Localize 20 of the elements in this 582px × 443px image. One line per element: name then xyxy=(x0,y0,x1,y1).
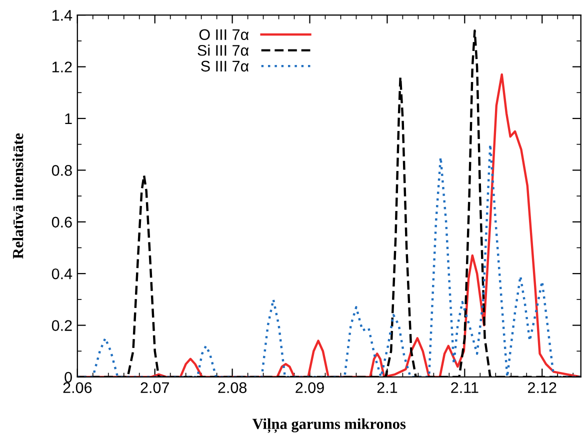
y-tick-label: 1 xyxy=(65,113,72,124)
x-tick-label: 2.12 xyxy=(528,382,556,393)
y-tick-label: 0.2 xyxy=(52,320,72,331)
y-tick-label: 0.8 xyxy=(52,165,72,176)
y-tick-label: 0 xyxy=(64,372,72,383)
legend-label: O III 7α xyxy=(199,29,249,40)
legend-label: Si III 7α xyxy=(198,44,249,56)
y-tick-label: 0.6 xyxy=(52,216,72,228)
y-tick-label: 0.4 xyxy=(52,268,72,280)
x-tick-label: 2.07 xyxy=(140,382,169,394)
y-tick-label: 1.2 xyxy=(52,62,72,72)
x-tick-label: 2.09 xyxy=(296,382,324,394)
x-tick-label: 2.06 xyxy=(63,382,92,394)
x-tick-label: 2.08 xyxy=(218,382,247,394)
x-axis-title: Viļņa garums mikronos xyxy=(252,418,406,433)
legend-label: S III 7α xyxy=(201,60,249,72)
y-axis-title: Relatīvā intensitāte xyxy=(12,133,24,259)
y-tick-label: 1.4 xyxy=(52,10,72,21)
x-tick-label: 2.11 xyxy=(451,382,478,393)
x-tick-label: 2.1 xyxy=(377,382,398,393)
